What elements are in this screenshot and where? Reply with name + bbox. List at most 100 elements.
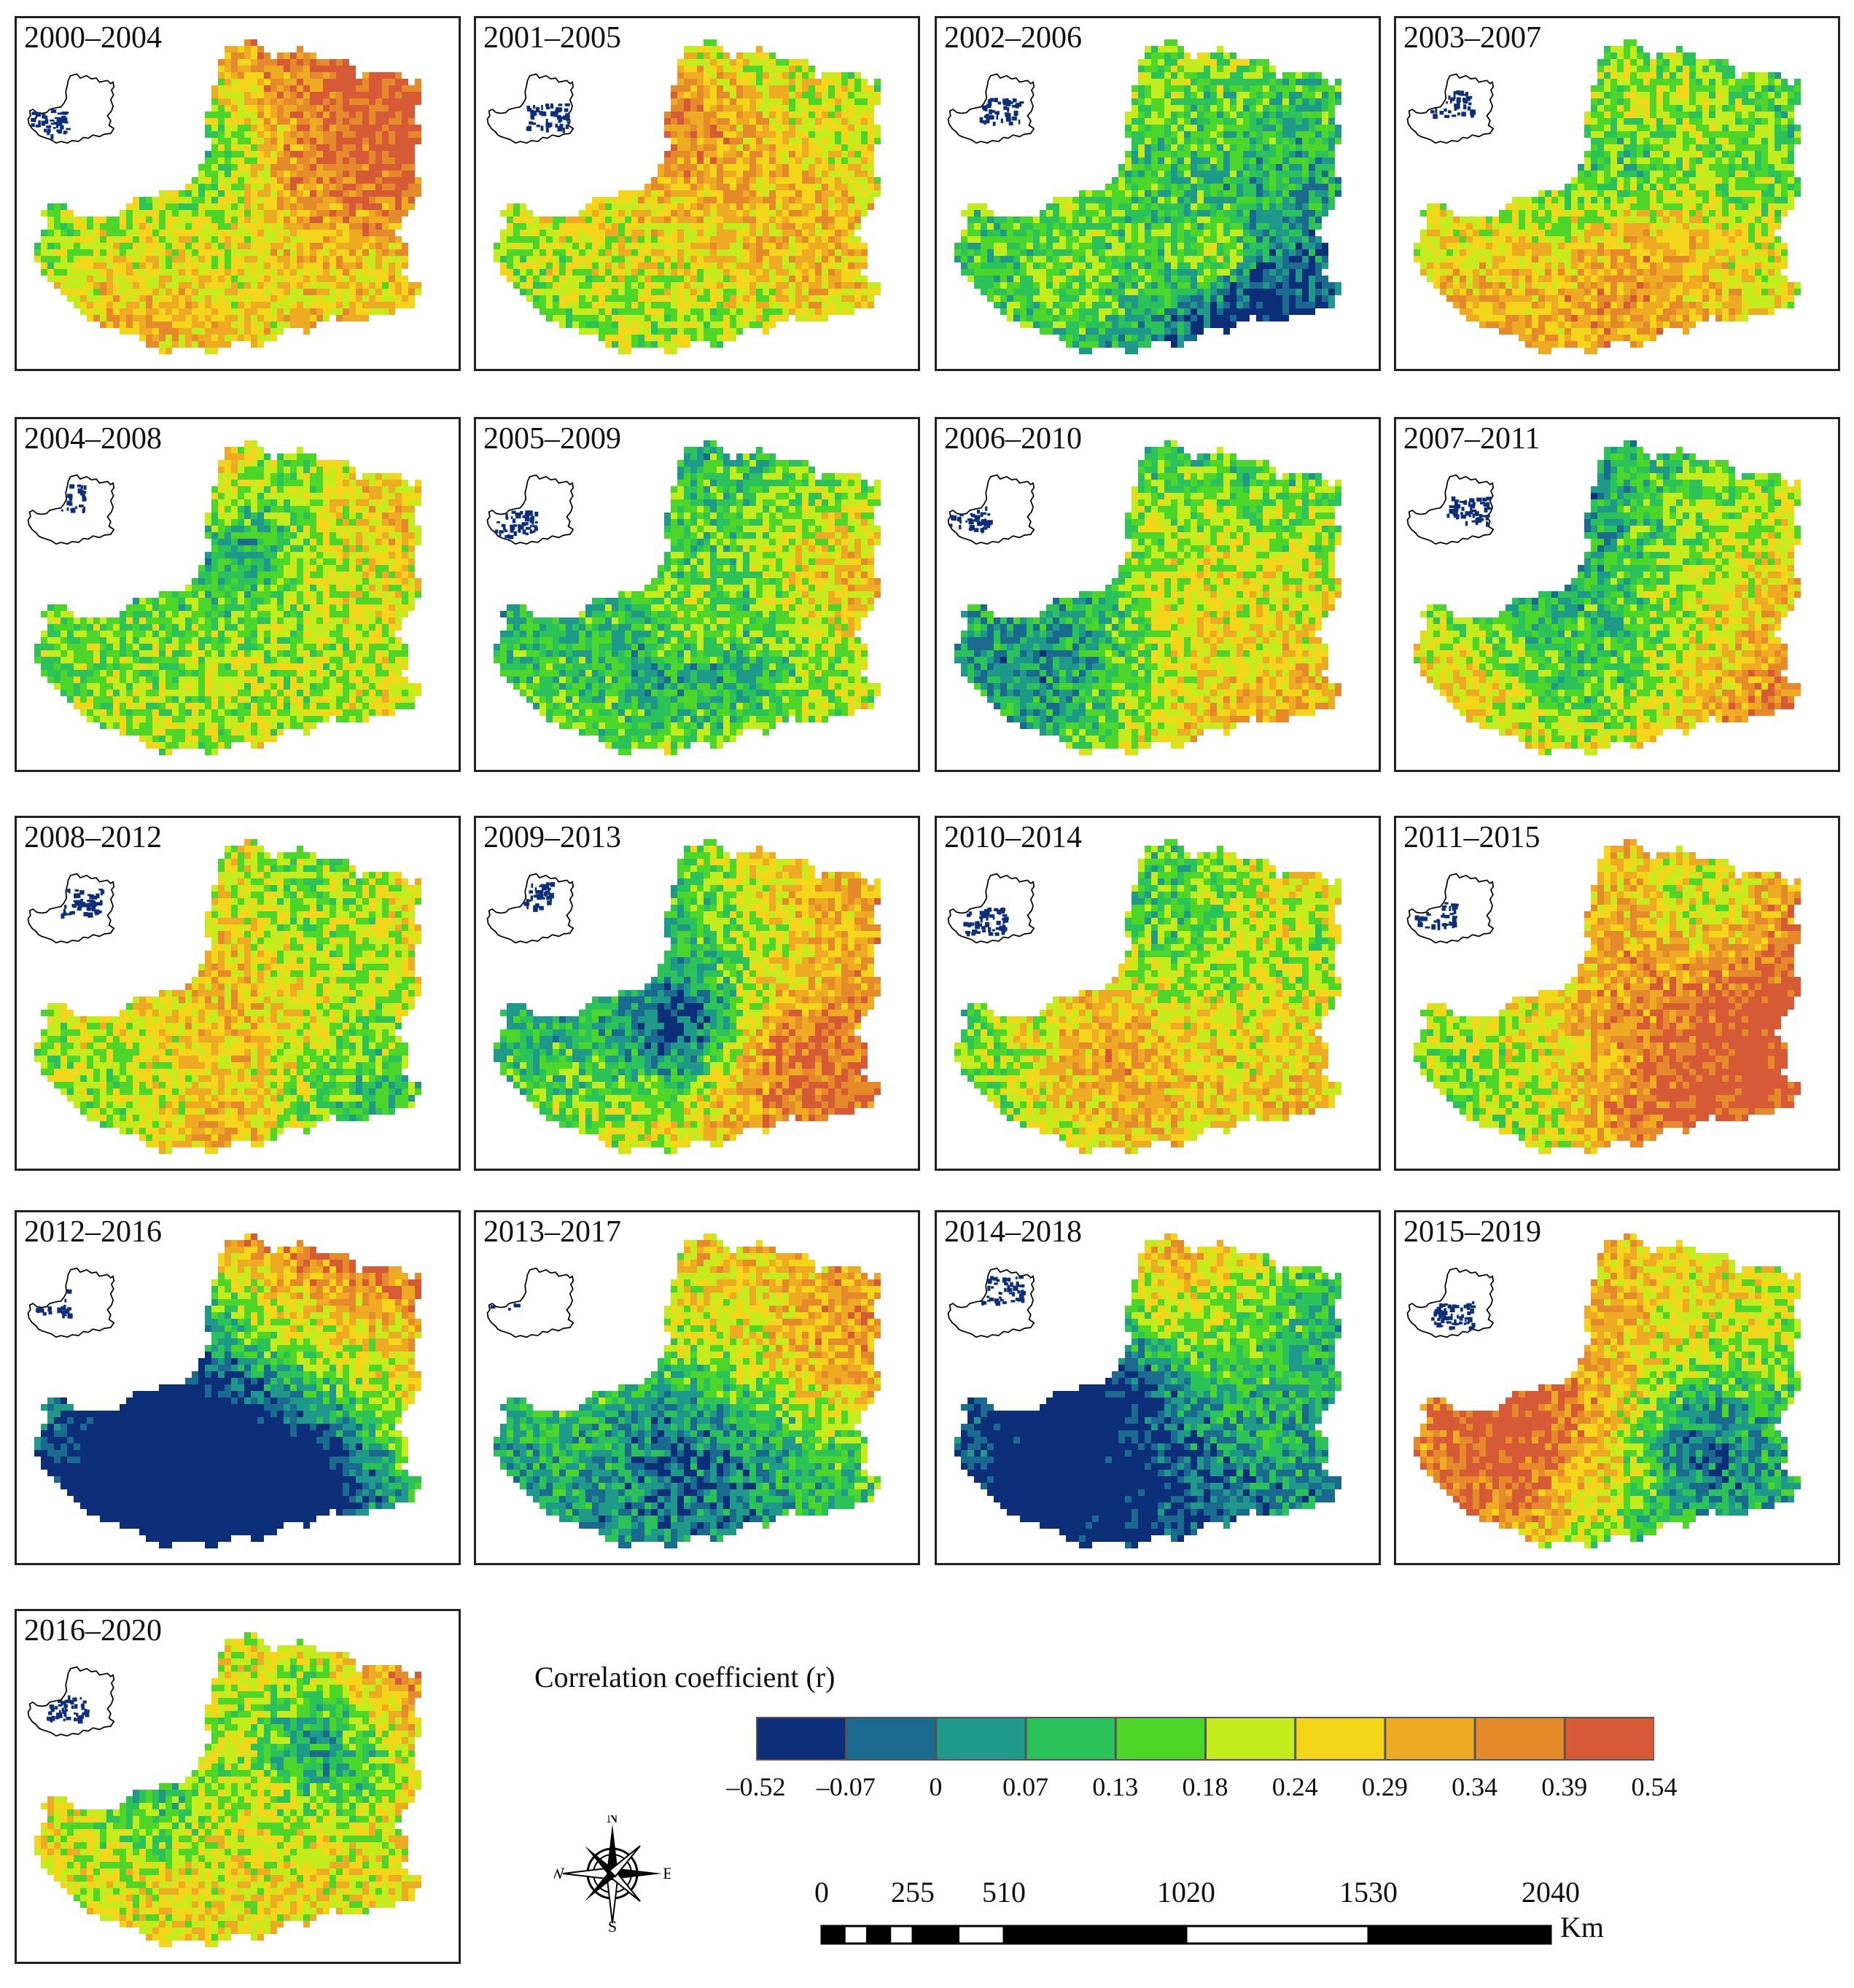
inset-significance-map: [27, 474, 115, 545]
legend-tick-label: 0.13: [1092, 1771, 1138, 1802]
legend-tick-label: 0.54: [1632, 1771, 1678, 1802]
correlation-raster-map: [486, 839, 881, 1154]
correlation-raster-map: [1406, 839, 1801, 1154]
correlation-raster-map: [27, 39, 421, 354]
scale-bar-label: 1530: [1339, 1875, 1398, 1909]
correlation-raster-map: [947, 440, 1341, 755]
inset-significance-map: [27, 873, 115, 944]
map-panel-period-label: 2012–2016: [24, 1215, 162, 1249]
scale-bar-label: 510: [982, 1875, 1026, 1909]
raster-cells: [34, 440, 421, 755]
correlation-raster-map: [486, 1233, 881, 1548]
legend-swatch: [1205, 1717, 1296, 1761]
compass-south-label: S: [608, 1917, 617, 1932]
legend-tick-label: 0.18: [1183, 1771, 1228, 1802]
raster-cells: [954, 39, 1341, 354]
inset-significance-map: [27, 1267, 115, 1338]
map-panel-period-label: 2016–2020: [24, 1614, 162, 1648]
scale-bar-segment: [957, 1925, 1005, 1945]
legend-tick-label: –0.52: [727, 1771, 786, 1802]
map-panel-period-label: 2014–2018: [944, 1215, 1082, 1249]
scale-bar-segment: [889, 1925, 914, 1945]
raster-cells: [34, 39, 421, 354]
legend-tick-label: 0.24: [1272, 1771, 1318, 1802]
raster-cells: [34, 1233, 421, 1548]
inset-significance-map: [486, 873, 574, 944]
raster-cells: [494, 839, 881, 1154]
inset-significance-map: [1406, 1267, 1495, 1338]
map-panel-period-label: 2000–2004: [24, 21, 162, 55]
correlation-raster-map: [486, 39, 881, 354]
correlation-raster-map: [1406, 1233, 1801, 1548]
map-panel: 2000–2004: [15, 16, 461, 371]
legend-tick-label: 0.29: [1362, 1771, 1408, 1802]
legend-swatch: [1384, 1717, 1476, 1761]
scale-bar-segment: [1002, 1925, 1188, 1945]
map-panel: 2012–2016: [15, 1210, 461, 1565]
map-panel: 2011–2015: [1394, 816, 1840, 1171]
legend-tick-label: 0.39: [1541, 1771, 1587, 1802]
scale-bar-label: 1020: [1157, 1875, 1215, 1909]
map-panel-period-label: 2001–2005: [483, 21, 621, 55]
raster-cells: [34, 1632, 421, 1947]
color-legend-bar: [756, 1717, 1654, 1761]
map-panel-period-label: 2008–2012: [24, 821, 162, 854]
legend-tick-label: –0.07: [817, 1771, 876, 1802]
inset-significance-map: [1406, 873, 1495, 944]
map-panel-period-label: 2002–2006: [944, 21, 1082, 55]
map-panel-period-label: 2006–2010: [944, 422, 1082, 456]
legend-tick-label: 0: [929, 1771, 942, 1802]
raster-cells: [954, 839, 1341, 1154]
raster-cells: [34, 839, 421, 1154]
scale-bar: [820, 1925, 1552, 1945]
map-panel: 2003–2007: [1394, 16, 1840, 371]
inset-significance-map: [1406, 474, 1495, 545]
legend-swatch: [846, 1717, 937, 1761]
map-panel-period-label: 2015–2019: [1403, 1215, 1541, 1249]
raster-cells: [494, 1233, 881, 1548]
inset-significance-map: [947, 73, 1035, 144]
raster-cells: [494, 440, 881, 755]
scale-bar-segment: [820, 1925, 846, 1945]
legend-swatch: [1295, 1717, 1386, 1761]
raster-cells: [1414, 440, 1801, 755]
legend-swatch: [1025, 1717, 1116, 1761]
raster-cells: [1414, 1233, 1801, 1548]
compass-north-label: N: [607, 1815, 618, 1826]
inset-significance-map: [1406, 73, 1495, 144]
scale-bar-label: 255: [891, 1875, 935, 1909]
correlation-raster-map: [947, 39, 1341, 354]
inset-significance-map: [947, 873, 1035, 944]
map-panel-period-label: 2009–2013: [483, 821, 621, 854]
map-panel: 2007–2011: [1394, 417, 1840, 772]
correlation-raster-map: [27, 1233, 421, 1548]
correlation-raster-map: [27, 440, 421, 755]
map-panel: 2004–2008: [15, 417, 461, 772]
map-panel: 2013–2017: [474, 1210, 920, 1565]
map-panel: 2002–2006: [935, 16, 1381, 371]
legend-swatch: [1474, 1717, 1565, 1761]
map-panel: 2016–2020: [15, 1609, 461, 1964]
map-panel: 2008–2012: [15, 816, 461, 1171]
inset-significance-map: [27, 1666, 115, 1737]
correlation-raster-map: [1406, 440, 1801, 755]
correlation-raster-map: [947, 1233, 1341, 1548]
scale-bar-segment: [1367, 1925, 1552, 1945]
raster-cells: [1414, 839, 1801, 1154]
scale-bar-segment: [911, 1925, 959, 1945]
inset-significance-map: [486, 73, 574, 144]
map-panel-period-label: 2010–2014: [944, 821, 1082, 854]
raster-cells: [494, 39, 881, 354]
map-panel: 2001–2005: [474, 16, 920, 371]
legend-swatch: [1564, 1717, 1654, 1761]
scale-bar-label: 0: [814, 1875, 829, 1909]
map-panel-period-label: 2005–2009: [483, 422, 621, 456]
inset-significance-map: [486, 474, 574, 545]
legend-swatch: [935, 1717, 1027, 1761]
inset-significance-map: [947, 474, 1035, 545]
scale-bar-segment: [866, 1925, 892, 1945]
legend-tick-label: 0.34: [1452, 1771, 1497, 1802]
correlation-raster-map: [486, 440, 881, 755]
map-panel-period-label: 2004–2008: [24, 422, 162, 456]
map-panel: 2009–2013: [474, 816, 920, 1171]
